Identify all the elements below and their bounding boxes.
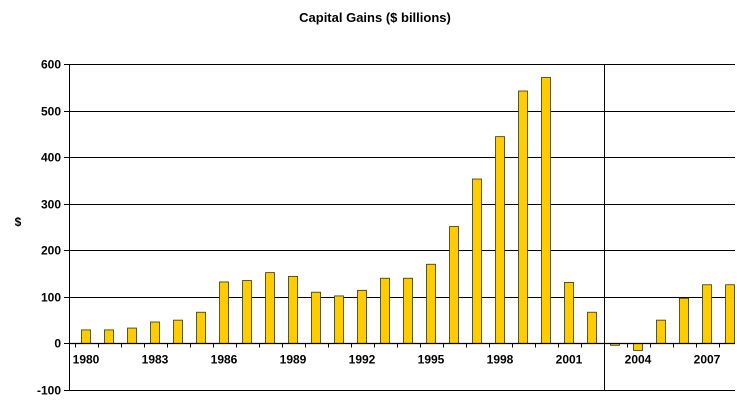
- bar-2000: [541, 77, 551, 344]
- bar-1996: [449, 226, 459, 344]
- bar-1984: [173, 319, 183, 344]
- x-tick-label: 1983: [142, 353, 169, 367]
- bar-1992: [357, 289, 367, 344]
- bar-1997: [472, 178, 482, 344]
- x-tick-label: 1992: [349, 353, 376, 367]
- bar-1994: [403, 277, 413, 344]
- bars: [81, 77, 735, 351]
- y-tick-label: 400: [41, 151, 61, 165]
- y-tick-label: 600: [41, 58, 61, 72]
- x-tick-labels: 1980 1983 1986 1989 1992 1995 1998 2001 2004 2007: [73, 353, 721, 367]
- y-tick-labels: -100 0 100 200 300 400 500 600: [37, 58, 61, 398]
- bar-2005: [656, 319, 666, 344]
- gridlines: [69, 64, 735, 391]
- x-tick-label: 1989: [280, 353, 307, 367]
- bar-1985: [196, 311, 206, 344]
- x-tick-label: 1986: [211, 353, 238, 367]
- bar-2004: [633, 343, 643, 351]
- y-tick-label: 500: [41, 105, 61, 119]
- chart-title: Capital Gains ($ billions): [299, 10, 451, 25]
- y-tick-label: 200: [41, 244, 61, 258]
- bar-1988: [265, 272, 275, 344]
- bar-1993: [380, 277, 390, 344]
- bar-1991: [334, 295, 344, 344]
- y-tick-label: 300: [41, 198, 61, 212]
- bar-1983: [150, 321, 160, 344]
- y-tick-label: 0: [54, 337, 61, 351]
- bar-2006: [679, 297, 689, 344]
- bar-1990: [311, 291, 321, 344]
- axes: [64, 64, 735, 391]
- y-axis-label: $: [15, 215, 22, 229]
- bar-1980: [81, 329, 91, 344]
- bar-1989: [288, 275, 298, 344]
- y-tick-label: -100: [37, 384, 61, 398]
- bar-1987: [242, 280, 252, 344]
- bar-2002: [587, 311, 597, 344]
- bar-1986: [219, 281, 229, 344]
- bar-2008: [725, 284, 735, 344]
- x-tick-label: 1995: [418, 353, 445, 367]
- bar-1982: [127, 327, 137, 344]
- bar-2007: [702, 284, 712, 344]
- x-tick-label: 2007: [694, 353, 721, 367]
- bar-1998: [495, 136, 505, 344]
- bar-1995: [426, 263, 436, 344]
- x-tick-label: 2004: [625, 353, 652, 367]
- x-tick-label: 1998: [487, 353, 514, 367]
- bar-2001: [564, 282, 574, 344]
- x-tick-label: 1980: [73, 353, 100, 367]
- x-tick-label: 2001: [556, 353, 583, 367]
- y-tick-label: 100: [41, 291, 61, 305]
- bar-1999: [518, 90, 528, 344]
- bar-1981: [104, 329, 114, 344]
